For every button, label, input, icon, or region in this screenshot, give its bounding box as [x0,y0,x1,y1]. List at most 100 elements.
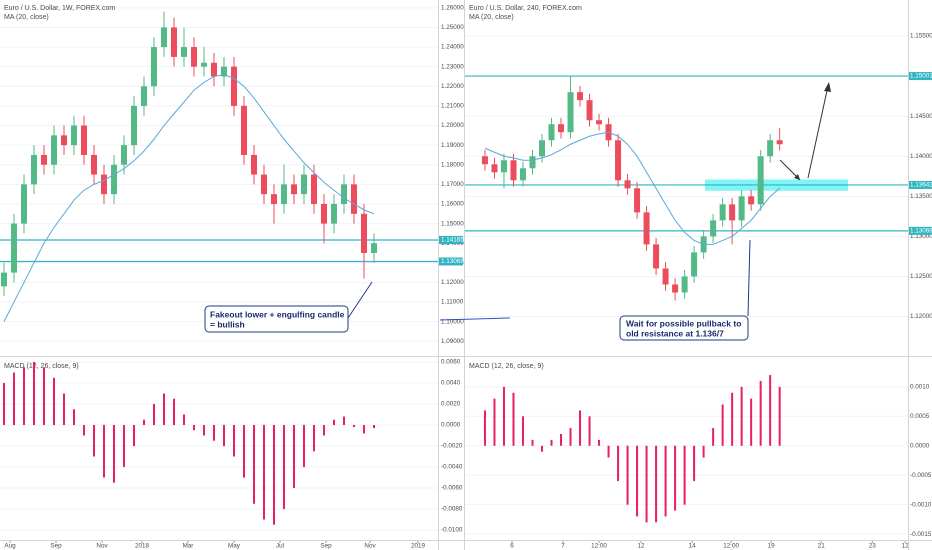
candle-body [672,284,679,293]
y-tick-label: 0.0005 [910,413,930,420]
y-tick-label: 1.14000 [910,153,932,160]
candle-body [548,124,555,141]
annotation-text: = bullish [210,319,245,329]
y-tick-label: -0.0015 [910,531,932,538]
y-tick-label: 1.13000 [910,233,932,240]
y-tick-label: -0.0005 [910,472,932,479]
histogram-bar [373,425,375,429]
candle-body [11,223,17,273]
candle-body [271,194,277,204]
y-tick-label: 1.10000 [441,318,464,325]
candle-body [221,66,227,77]
candle-body [577,92,584,101]
x-tick-label: 23 [869,543,877,550]
candle-body [643,212,650,245]
arrow-head [794,174,800,180]
candle-body [519,168,526,181]
candle-body [653,244,660,269]
histogram-bar [569,428,572,446]
candle-body [757,156,764,205]
x-tick-label: Sep [320,543,332,550]
histogram-bar [143,419,145,426]
y-tick-label: 1.11000 [441,299,464,306]
x-tick-label: 12:00 [591,543,607,550]
histogram-bar [759,380,762,446]
histogram-bar [273,425,275,525]
candle-body [91,154,97,175]
histogram-bar [493,398,496,446]
level-tag [908,180,932,189]
y-tick-label: 1.12000 [441,279,464,286]
candle-body [101,174,107,195]
x-tick-label: Nov [96,543,108,550]
histogram-bar [512,392,515,446]
x-tick-label: May [228,543,241,550]
candle-body [51,135,57,165]
candle-body [61,135,67,146]
y-tick-label: 0.0010 [910,384,930,391]
histogram-bar [63,393,65,426]
y-tick-label: -0.0040 [441,464,463,471]
y-tick-label: 1.26000 [441,5,464,12]
y-tick-label: 1.24000 [441,44,464,51]
y-tick-label: -0.0080 [441,506,463,513]
candle-body [341,184,347,204]
moving-average [484,131,780,245]
level-label: 1.13069 [910,228,932,235]
candle-body [331,203,337,224]
candle-body [121,145,127,165]
histogram-bar [617,445,620,482]
y-tick-label: 1.25000 [441,24,464,31]
y-tick-label: 0.0060 [441,359,461,366]
histogram-bar [83,425,85,436]
histogram-bar [702,445,705,458]
histogram-bar [103,425,105,478]
candle-body [510,160,517,181]
candle-body [491,164,498,173]
y-tick-label: 0.0000 [910,442,930,449]
candle-body [624,180,631,189]
candle-body [131,105,137,146]
x-tick-label: 2018 [135,543,150,550]
annotation-box [619,315,749,341]
x-tick-label: Aug [4,543,16,550]
histogram-bar [778,386,781,446]
histogram-bar [213,425,215,441]
histogram-bar [173,398,175,426]
candle-body [151,47,157,87]
candle-body [596,120,603,125]
y-tick-label: 1.17000 [441,181,464,188]
candle-body [481,156,488,165]
annotation-text: old resistance at 1.136/7 [626,328,724,338]
arrow-head [824,82,831,92]
histogram-bar [53,377,55,426]
histogram-bar [655,445,658,523]
chart-subtitle: MA (20, close) [469,14,514,21]
histogram-bar [253,425,255,504]
y-tick-label: 1.21000 [441,103,464,110]
candle-body [776,140,783,145]
y-tick-label: 1.23000 [441,63,464,70]
x-tick-label: 19 [768,543,776,550]
candle-body [738,196,745,221]
candle-body [71,125,77,146]
candle-body [231,66,237,106]
candle-body [500,160,507,173]
y-tick-label: -0.0100 [441,527,463,534]
annotation-line [747,239,751,317]
y-tick-label: -0.0060 [441,485,463,492]
histogram-bar [263,425,265,520]
histogram-bar [769,375,772,446]
candle-body [1,272,7,287]
histogram-bar [3,382,5,426]
candle-body [529,156,536,169]
candle-body [710,220,717,237]
histogram-bar [731,392,734,446]
candle-body [729,204,736,221]
x-tick-label: Nov [364,543,376,550]
candle-body [681,276,688,293]
candle-body [161,27,167,48]
histogram-bar [531,439,534,446]
x-tick-label: 12 [902,543,910,550]
histogram-bar [133,425,135,447]
